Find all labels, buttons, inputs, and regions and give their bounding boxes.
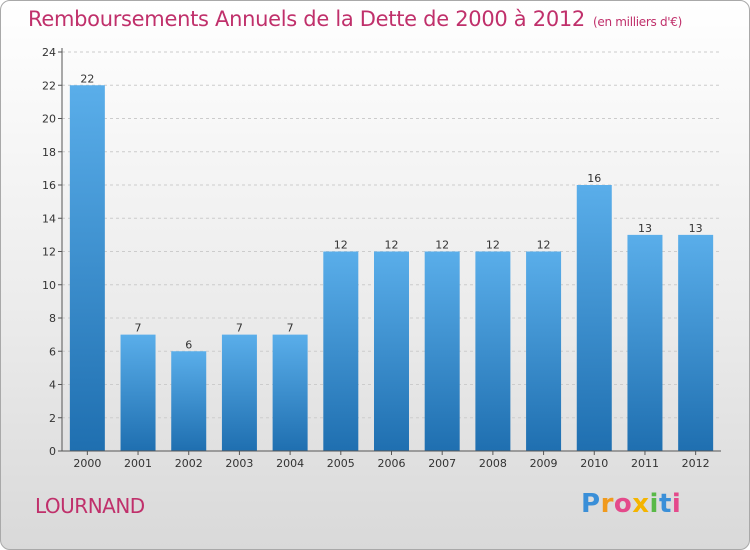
bar-2008 [475,251,511,451]
bar-2005 [323,251,359,451]
bars [69,85,714,451]
bar-2001 [120,334,156,451]
x-tick-label: 2005 [327,457,355,470]
bar-2012 [678,234,714,451]
y-tick-label: 12 [42,246,56,259]
bar-value-label: 12 [334,239,348,252]
x-tick-label: 2003 [225,457,253,470]
x-tick-label: 2010 [580,457,608,470]
x-tick-label: 2001 [124,457,152,470]
bar-value-label: 7 [236,322,243,335]
x-tick-label: 2002 [175,457,203,470]
x-tick-label: 2006 [378,457,406,470]
y-tick-label: 14 [42,212,56,225]
y-tick-label: 20 [42,113,56,126]
bar-value-label: 12 [537,239,551,252]
y-tick-label: 2 [49,412,56,425]
bar-2000 [69,85,105,451]
bar-value-label: 13 [638,222,652,235]
bar-value-label: 16 [587,172,601,185]
x-tick-label: 2011 [631,457,659,470]
chart-title-main: Remboursements Annuels de la Dette de 20… [28,7,585,31]
labels: 0246810121416182022242220007200162002720… [42,46,710,470]
y-tick-label: 4 [49,379,56,392]
bar-value-label: 7 [135,322,142,335]
y-tick-label: 6 [49,345,56,358]
y-tick-label: 10 [42,279,56,292]
y-tick-label: 24 [42,46,56,59]
bar-2007 [424,251,460,451]
bar-2003 [221,334,257,451]
bar-2010 [576,185,612,451]
bar-2009 [526,251,562,451]
x-tick-label: 2004 [276,457,304,470]
bar-2004 [272,334,308,451]
bar-value-label: 12 [435,239,449,252]
bar-2006 [374,251,409,451]
chart-title-unit: (en milliers d'€) [593,15,683,29]
commune-name: LOURNAND [35,494,145,518]
bar-value-label: 6 [185,338,192,351]
x-tick-label: 2008 [479,457,507,470]
x-tick-label: 2007 [428,457,456,470]
y-tick-label: 16 [42,179,56,192]
bar-value-label: 7 [287,322,294,335]
y-tick-label: 18 [42,146,56,159]
bar-value-label: 12 [385,239,399,252]
bar-value-label: 13 [689,222,703,235]
x-tick-label: 2009 [530,457,558,470]
bar-value-label: 12 [486,239,500,252]
x-tick-label: 2012 [682,457,710,470]
bar-2011 [627,234,663,451]
y-tick-label: 8 [49,312,56,325]
bar-2002 [171,351,207,451]
proxiti-logo: Proxiti [581,489,682,519]
x-tick-label: 2000 [73,457,101,470]
y-tick-label: 0 [49,445,56,458]
bar-value-label: 22 [80,72,94,85]
axes [58,48,721,455]
y-tick-label: 22 [42,79,56,92]
chart-title: Remboursements Annuels de la Dette de 20… [28,7,682,31]
